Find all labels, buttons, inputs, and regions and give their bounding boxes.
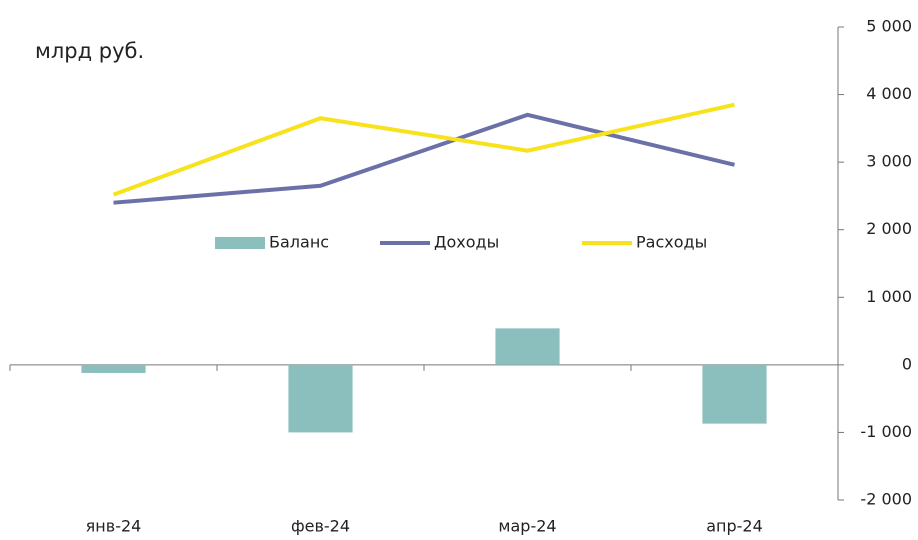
x-tick-label: апр-24 bbox=[706, 517, 763, 536]
y-tick-label: 3 000 bbox=[866, 152, 912, 171]
x-tick-label: мар-24 bbox=[498, 517, 556, 536]
bar bbox=[702, 364, 767, 424]
legend-label: Доходы bbox=[434, 233, 499, 252]
legend-label: Расходы bbox=[636, 233, 707, 252]
y-tick-label: 5 000 bbox=[866, 17, 912, 36]
y-tick-label: -2 000 bbox=[860, 490, 912, 509]
y-tick-label: -1 000 bbox=[860, 422, 912, 441]
bar bbox=[495, 328, 560, 365]
line bbox=[113, 112, 735, 205]
y-tick-label: 0 bbox=[902, 354, 912, 373]
x-tick-label: фев-24 bbox=[291, 517, 350, 536]
legend-label: Баланс bbox=[269, 233, 329, 252]
bar bbox=[81, 364, 146, 373]
legend-swatch bbox=[215, 237, 265, 249]
line bbox=[112, 102, 735, 197]
bar bbox=[288, 364, 353, 433]
x-tick-label: янв-24 bbox=[86, 517, 142, 536]
y-tick-label: 2 000 bbox=[866, 219, 912, 238]
y-tick-label: 4 000 bbox=[866, 84, 912, 103]
chart-subtitle: млрд руб. bbox=[35, 39, 144, 63]
y-tick-label: 1 000 bbox=[866, 287, 912, 306]
